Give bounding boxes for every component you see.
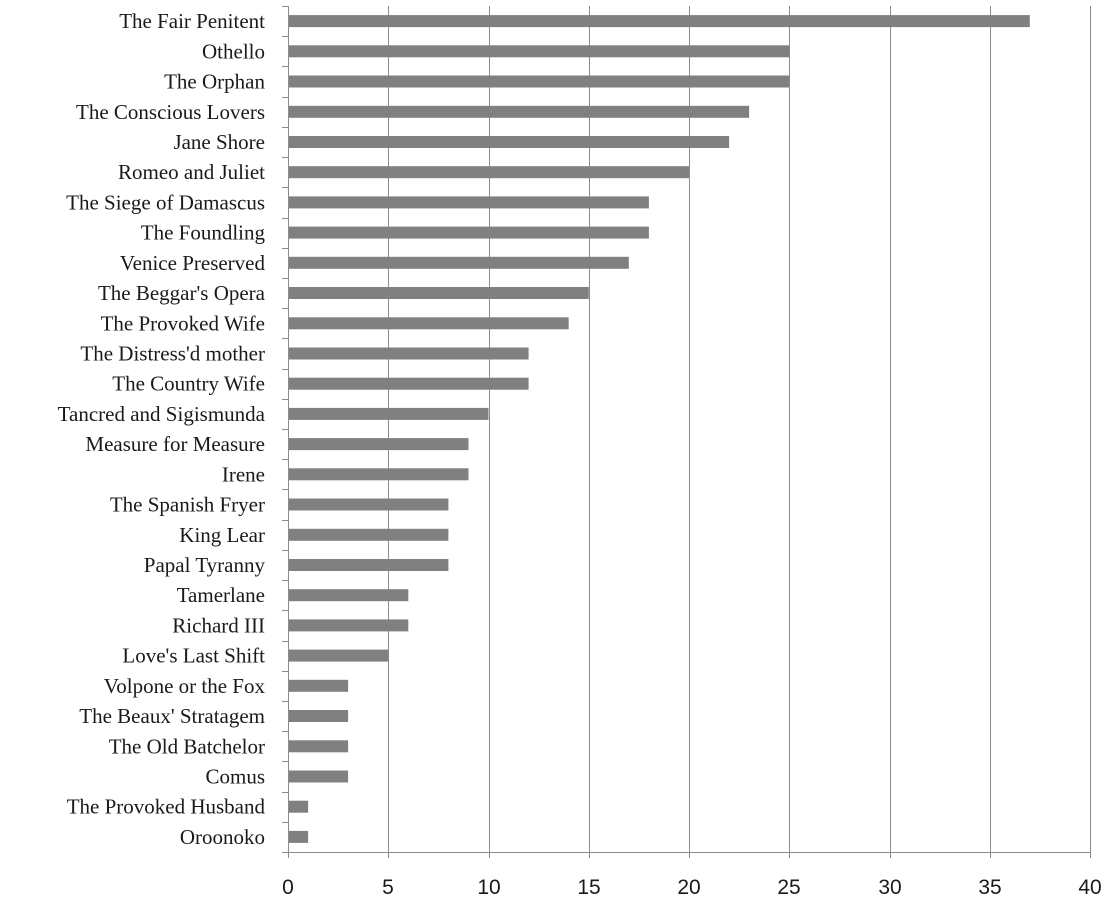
x-tick-label: 20 [677,876,700,899]
x-tick-label: 25 [777,876,800,899]
bar [289,649,389,662]
bar [289,438,469,451]
bar [289,15,1030,28]
category-label: Love's Last Shift [122,644,265,668]
bar [289,226,649,239]
bar [289,830,309,843]
category-label: Othello [202,39,265,63]
category-label: Comus [205,765,265,789]
bar [289,498,449,511]
category-label: The Siege of Damascus [66,190,265,214]
bar [289,347,529,360]
bar [289,468,469,481]
bar [289,287,589,299]
bar [289,256,629,269]
category-label: King Lear [179,523,265,547]
bar [289,75,790,88]
x-tick-label: 30 [878,876,901,899]
x-tick-labels: 0 5 10 15 20 25 30 35 40 [282,876,1102,899]
category-label: The Orphan [164,70,265,94]
category-label: Tamerlane [177,583,265,607]
category-label: Romeo and Juliet [118,160,265,184]
x-tick-label: 15 [577,876,600,899]
x-tick-label: 0 [282,876,294,899]
category-label: Jane Shore [173,130,265,154]
category-label: The Country Wife [112,372,265,396]
bar [289,740,349,753]
bar [289,619,409,632]
category-label: The Spanish Fryer [110,493,265,517]
x-tick-label: 40 [1078,876,1101,899]
category-label: The Fair Penitent [119,9,265,33]
bar [289,770,349,783]
category-label: Oroonoko [180,825,265,849]
category-labels: The Fair Penitent Othello The Orphan The Co… [58,9,266,849]
category-label: Tancred and Sigismunda [58,402,266,426]
x-tick-label: 5 [382,876,394,899]
bar [289,528,449,541]
category-label: The Provoked Husband [67,795,266,819]
bar [289,136,730,148]
category-label: The Conscious Lovers [76,100,265,124]
bars [289,15,1030,843]
category-label: Richard III [172,613,265,637]
bar [289,166,689,179]
bar [289,105,750,118]
bar [289,559,449,571]
category-label: Irene [222,462,265,486]
category-label: The Beaux' Stratagem [79,704,265,728]
bar [289,196,649,209]
bar [289,679,349,692]
category-label: The Beggar's Opera [98,281,266,305]
bar [289,377,529,390]
category-label: The Provoked Wife [101,311,265,335]
bar [289,45,790,58]
bar [289,317,569,330]
axes [282,6,1091,858]
bar [289,710,349,722]
category-label: Papal Tyranny [144,553,266,577]
bar [289,407,489,420]
category-label: The Foundling [141,221,266,245]
category-label: Measure for Measure [85,432,265,456]
bar [289,800,309,813]
x-tick-label: 35 [978,876,1001,899]
category-label: Volpone or the Fox [104,674,266,698]
category-label: Venice Preserved [120,251,266,275]
category-label: The Distress'd mother [80,342,265,366]
category-label: The Old Batchelor [109,734,265,758]
x-tick-label: 10 [477,876,500,899]
bar [289,589,409,602]
gridlines [388,6,1091,852]
